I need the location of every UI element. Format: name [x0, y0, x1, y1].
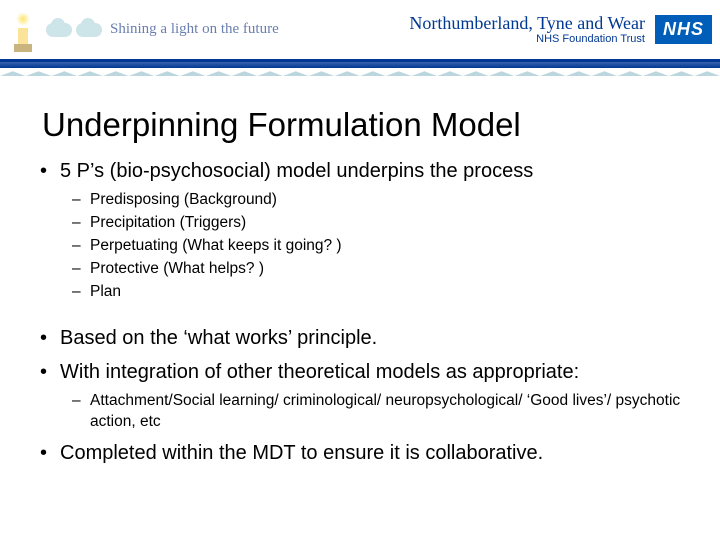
slide-content: Underpinning Formulation Model 5 P’s (bi…	[0, 76, 720, 466]
list-item: Plan	[60, 282, 684, 303]
list-item: Precipitation (Triggers)	[60, 213, 684, 234]
sub-list: Predisposing (Background) Precipitation …	[60, 190, 684, 303]
bullet-list: 5 P’s (bio-psychosocial) model underpins…	[36, 158, 684, 303]
trust-line2: NHS Foundation Trust	[409, 33, 645, 45]
list-item: Protective (What helps? )	[60, 259, 684, 280]
bullet-text: Based on the ‘what works’ principle.	[60, 327, 377, 349]
sub-list: Attachment/Social learning/ criminologic…	[60, 391, 684, 433]
list-item: Based on the ‘what works’ principle.	[36, 325, 684, 351]
sub-bullet-text: Perpetuating (What keeps it going? )	[90, 237, 342, 254]
list-item: Completed within the MDT to ensure it is…	[36, 440, 684, 466]
lighthouse-icon	[8, 8, 38, 52]
list-item: 5 P’s (bio-psychosocial) model underpins…	[36, 158, 684, 303]
header-left: Shining a light on the future	[8, 8, 279, 52]
sub-bullet-text: Protective (What helps? )	[90, 260, 264, 277]
bullet-text: With integration of other theoretical mo…	[60, 361, 579, 383]
trust-line1: Northumberland, Tyne and Wear	[409, 14, 645, 34]
list-item: Predisposing (Background)	[60, 190, 684, 211]
sub-bullet-text: Precipitation (Triggers)	[90, 214, 246, 231]
list-item: Perpetuating (What keeps it going? )	[60, 236, 684, 257]
nhs-logo: NHS	[655, 15, 712, 44]
clouds-icon	[46, 23, 102, 37]
trust-name: Northumberland, Tyne and Wear NHS Founda…	[409, 14, 645, 46]
slide-title: Underpinning Formulation Model	[42, 106, 684, 144]
sub-bullet-text: Plan	[90, 283, 121, 300]
sub-bullet-text: Attachment/Social learning/ criminologic…	[90, 392, 680, 430]
sub-bullet-text: Predisposing (Background)	[90, 191, 277, 208]
wave-decoration	[0, 68, 720, 76]
header-right: Northumberland, Tyne and Wear NHS Founda…	[409, 14, 712, 46]
bullet-text: Completed within the MDT to ensure it is…	[60, 442, 543, 464]
tagline: Shining a light on the future	[110, 21, 279, 38]
list-item: Attachment/Social learning/ criminologic…	[60, 391, 684, 433]
list-item: With integration of other theoretical mo…	[36, 359, 684, 433]
bullet-text: 5 P’s (bio-psychosocial) model underpins…	[60, 160, 533, 182]
header: Shining a light on the future Northumber…	[0, 0, 720, 62]
bullet-list: Based on the ‘what works’ principle. Wit…	[36, 325, 684, 467]
